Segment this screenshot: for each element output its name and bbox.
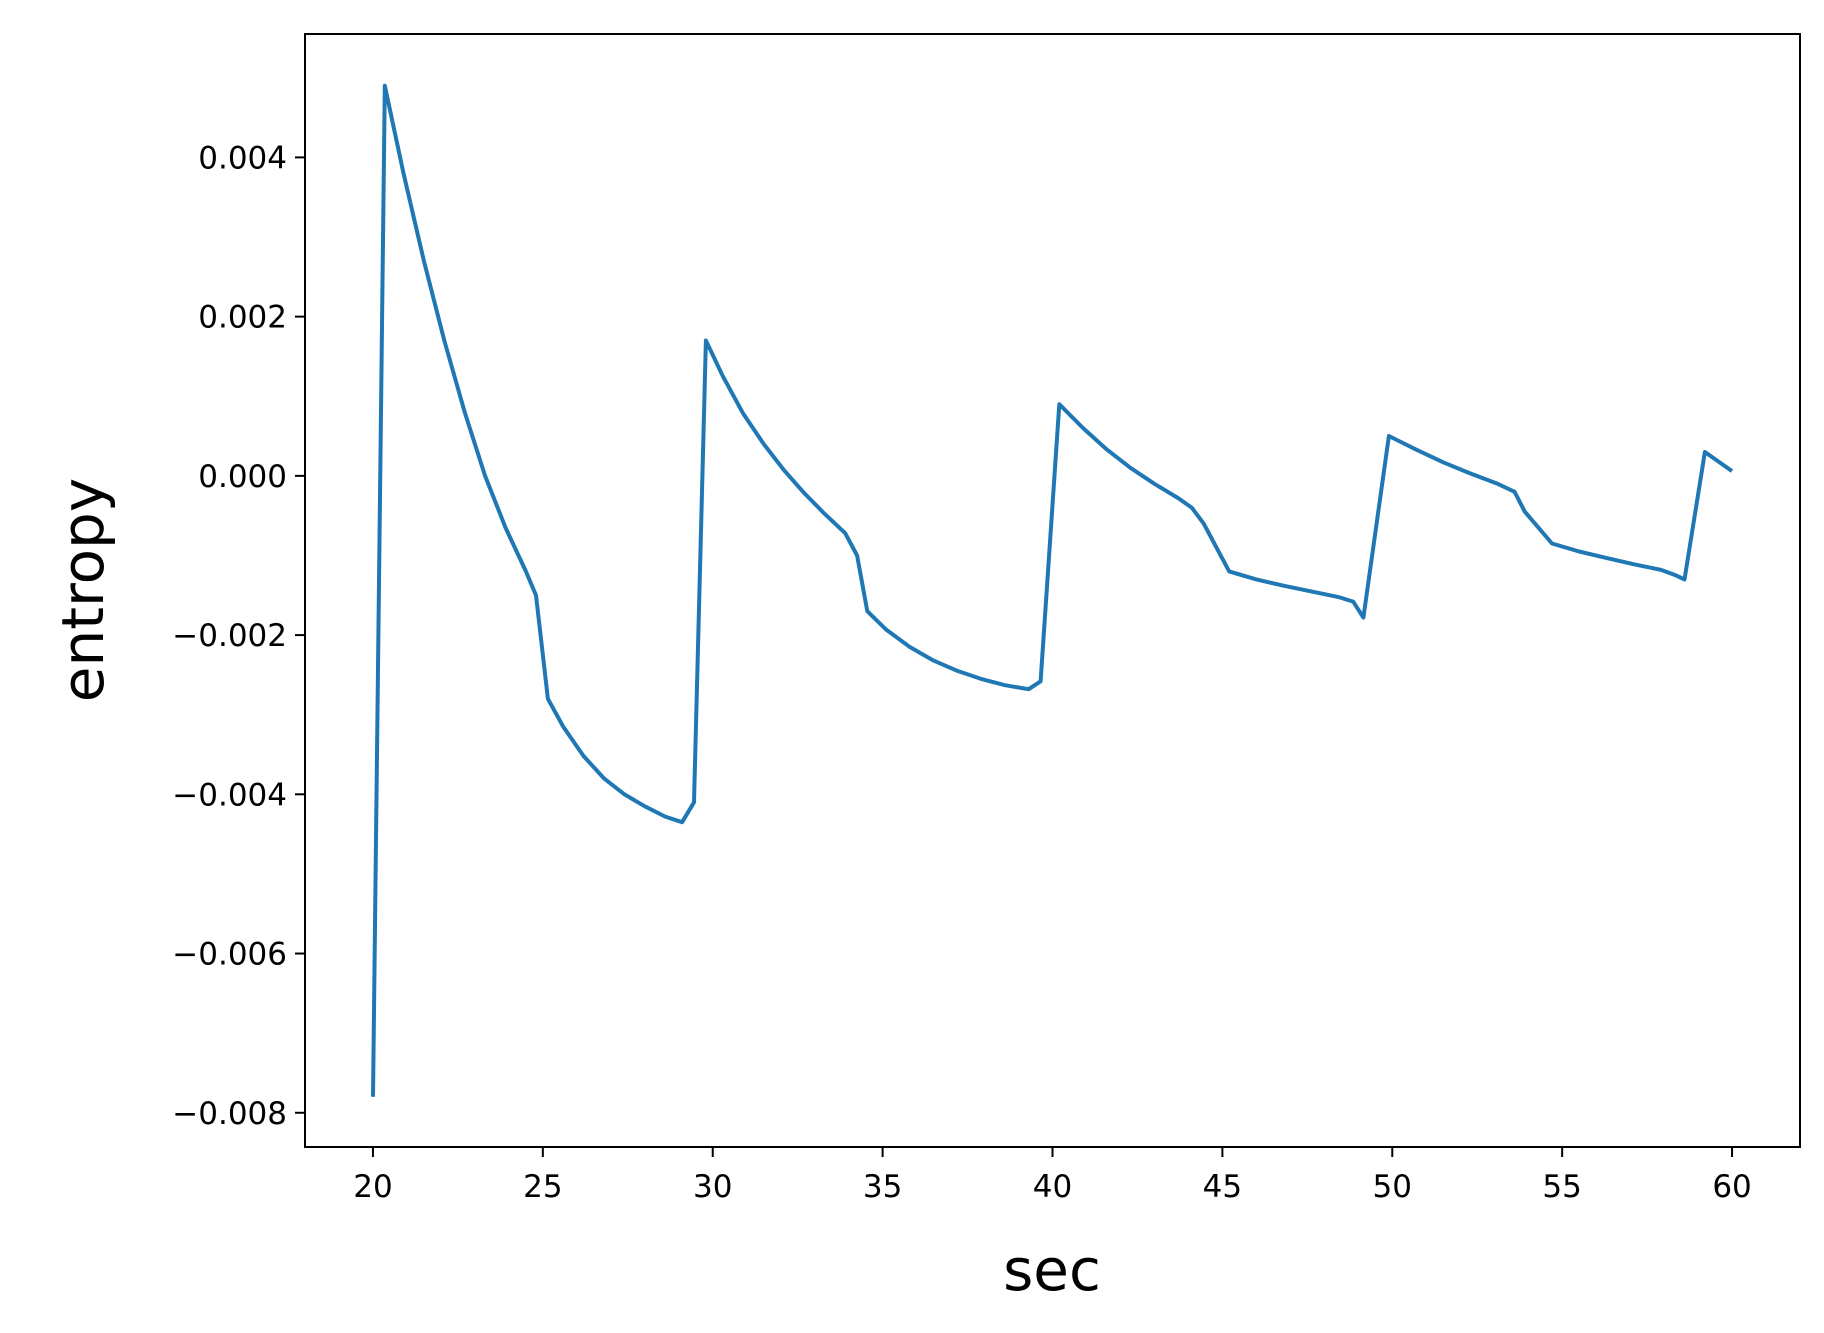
entropy-series-line: [371, 83, 1734, 1097]
y-tick-label: −0.004: [172, 777, 287, 813]
x-axis-ticks: 20 25 30 35 40 45 50 55 60: [353, 1147, 1752, 1205]
x-tick-label: 20: [353, 1169, 392, 1205]
x-tick-label: 30: [693, 1169, 732, 1205]
x-axis-title: sec: [1003, 1236, 1101, 1304]
x-tick-label: 25: [523, 1169, 562, 1205]
x-tick-label: 35: [863, 1169, 902, 1205]
y-tick-label: 0.002: [198, 300, 287, 336]
plot-area-frame: [304, 33, 1801, 1148]
y-tick-label: 0.004: [198, 140, 287, 176]
y-axis-title: entropy: [49, 478, 117, 702]
y-axis-ticks: −0.008 −0.006 −0.004 −0.002 0.000 0.002 0.004: [172, 140, 305, 1132]
y-tick-label: −0.002: [172, 618, 287, 654]
y-tick-label: 0.000: [198, 459, 287, 495]
y-tick-label: −0.008: [172, 1096, 287, 1132]
x-tick-label: 45: [1203, 1169, 1242, 1205]
x-tick-label: 40: [1033, 1169, 1072, 1205]
x-tick-label: 60: [1712, 1169, 1751, 1205]
x-tick-label: 55: [1542, 1169, 1581, 1205]
y-tick-label: −0.006: [172, 937, 287, 973]
x-tick-label: 50: [1373, 1169, 1412, 1205]
